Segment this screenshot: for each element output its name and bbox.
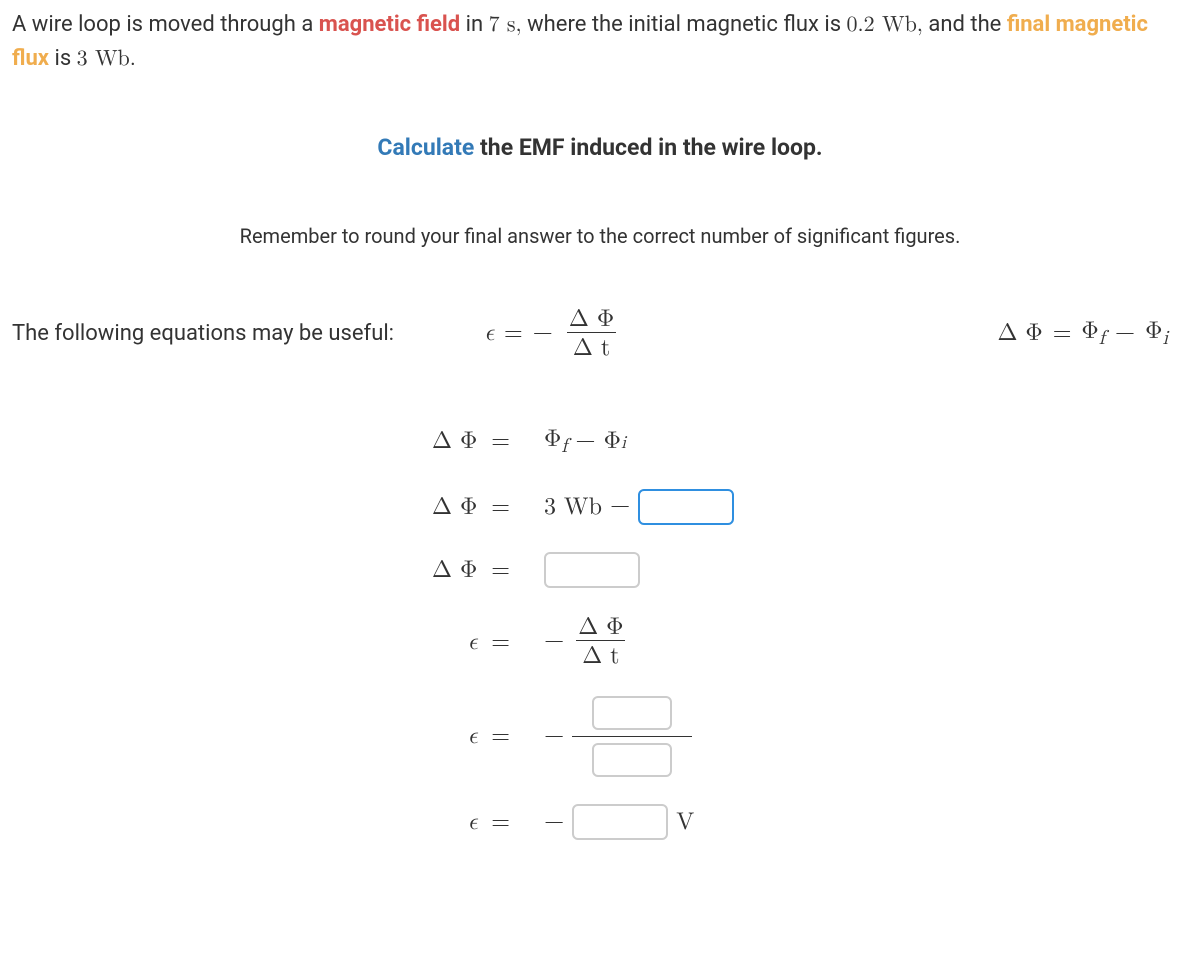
initial-flux-value: 0.2 Wb, (847, 14, 923, 36)
problem-mid2: where the initial magnetic flux is (527, 12, 846, 37)
unit-v: V (676, 804, 694, 840)
frac-line (572, 736, 692, 737)
input-final-answer[interactable] (572, 804, 668, 840)
useful-text: The following equations may be useful: (12, 317, 394, 350)
step4-lhs: ϵ = (432, 624, 516, 660)
dphi-lhs: Δ Φ (997, 315, 1042, 351)
step3-lhs: Δ Φ = (432, 552, 516, 588)
fraction-dphi-dt: Δ Φ Δ t (563, 306, 620, 362)
step2-rhs: 3 Wb − (544, 487, 734, 526)
problem-mid4: is (54, 46, 76, 71)
step4-rhs: − Δ Φ Δ t (544, 614, 734, 670)
input-delta-phi[interactable] (544, 552, 640, 588)
den-dt: Δ t (567, 332, 616, 361)
step3-rhs (544, 552, 734, 588)
problem-mid1: in (466, 12, 489, 37)
input-frac-num[interactable] (592, 696, 672, 730)
phif: Φf (1081, 313, 1104, 353)
step6-rhs: − V (544, 803, 734, 842)
step5-lhs: ϵ = (432, 718, 516, 754)
step5-rhs: − (544, 696, 734, 777)
step1-rhs: Φf − Φi (544, 421, 734, 461)
step2-lhs: Δ Φ = (432, 489, 516, 525)
eq-dphi: Δ Φ = Φf − Φi (997, 313, 1168, 353)
useful-equations-row: The following equations may be useful: ϵ… (12, 306, 1188, 362)
final-flux-value: 3 Wb. (77, 48, 136, 70)
problem-prefix: A wire loop is moved through a (12, 12, 319, 37)
num-dphi: Δ Φ (563, 306, 620, 332)
equals: = (504, 315, 523, 351)
term-magnetic-field: magnetic field (319, 12, 460, 37)
work-steps: Δ Φ = Φf − Φi Δ Φ = 3 Wb − Δ Φ = ϵ = − Δ… (432, 421, 1188, 842)
step6-lhs: ϵ = (432, 804, 516, 840)
three-wb: 3 Wb (544, 489, 602, 525)
minus2: − (1115, 314, 1135, 353)
step4-frac: Δ Φ Δ t (572, 614, 629, 670)
eq-emf: ϵ = − Δ Φ Δ t (484, 306, 620, 362)
instruction: Calculate the EMF induced in the wire lo… (12, 131, 1188, 166)
step5-frac (572, 696, 692, 777)
step1-lhs: Δ Φ = (432, 423, 516, 459)
time-value: 7 s, (489, 14, 522, 36)
epsilon: ϵ (484, 315, 494, 351)
minus: − (533, 314, 553, 353)
phii: Φi (1145, 313, 1168, 353)
problem-mid3: and the (928, 12, 1006, 37)
input-frac-den[interactable] (592, 743, 672, 777)
input-initial-flux[interactable] (638, 489, 734, 525)
problem-statement: A wire loop is moved through a magnetic … (12, 8, 1188, 76)
calculate-word: Calculate (377, 134, 474, 161)
sigfig-note: Remember to round your final answer to t… (12, 221, 1188, 251)
instruction-rest: the EMF induced in the wire loop. (474, 134, 822, 161)
equals2: = (1053, 315, 1072, 351)
